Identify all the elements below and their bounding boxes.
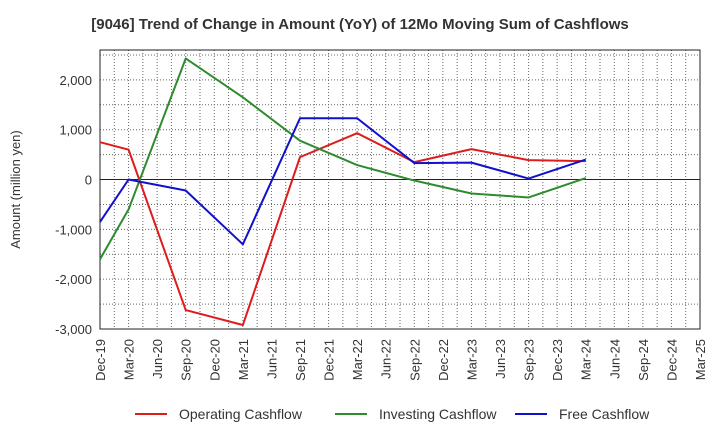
x-tick-label: Jun-21 xyxy=(264,339,279,379)
x-tick-label: Sep-22 xyxy=(407,339,422,381)
x-tick-label: Jun-24 xyxy=(607,339,622,379)
x-tick-label: Dec-20 xyxy=(207,339,222,381)
y-tick-label: 2,000 xyxy=(59,73,92,88)
legend-label: Free Cashflow xyxy=(559,406,650,422)
x-tick-label: Dec-22 xyxy=(436,339,451,381)
y-axis-title: Amount (million yen) xyxy=(8,130,23,249)
series-line-free-cashflow xyxy=(99,117,587,246)
x-tick-label: Jun-23 xyxy=(493,339,508,379)
y-tick-label: -2,000 xyxy=(55,272,92,287)
x-tick-label: Mar-21 xyxy=(236,339,251,380)
x-tick-label: Jun-22 xyxy=(379,339,394,379)
y-tick-label: -3,000 xyxy=(55,322,92,337)
x-tick-label: Dec-19 xyxy=(93,339,108,381)
plot-border xyxy=(99,49,701,330)
x-tick-label: Sep-23 xyxy=(522,339,537,381)
x-tick-label: Dec-21 xyxy=(322,339,337,381)
y-tick-label: -1,000 xyxy=(55,222,92,237)
x-tick-label: Jun-20 xyxy=(150,339,165,379)
x-tick-label: Sep-20 xyxy=(179,339,194,381)
legend-label: Investing Cashflow xyxy=(379,406,497,422)
chart-title: [9046] Trend of Change in Amount (YoY) o… xyxy=(91,16,629,33)
x-tick-label: Mar-25 xyxy=(693,339,708,380)
x-tick-label: Dec-24 xyxy=(664,339,679,381)
y-tick-label: 0 xyxy=(85,173,92,188)
plot-area xyxy=(100,50,700,329)
x-tick-label: Mar-22 xyxy=(350,339,365,380)
series-line-investing-cashflow xyxy=(99,57,587,260)
x-tick-label: Sep-24 xyxy=(636,339,651,381)
x-tick-label: Mar-23 xyxy=(464,339,479,380)
series-line-operating-cashflow xyxy=(99,132,586,327)
x-tick-label: Sep-21 xyxy=(293,339,308,381)
legend-label: Operating Cashflow xyxy=(179,406,303,422)
x-tick-label: Mar-24 xyxy=(579,339,594,380)
x-tick-label: Mar-20 xyxy=(122,339,137,380)
y-tick-label: 1,000 xyxy=(59,123,92,138)
x-tick-label: Dec-23 xyxy=(550,339,565,381)
